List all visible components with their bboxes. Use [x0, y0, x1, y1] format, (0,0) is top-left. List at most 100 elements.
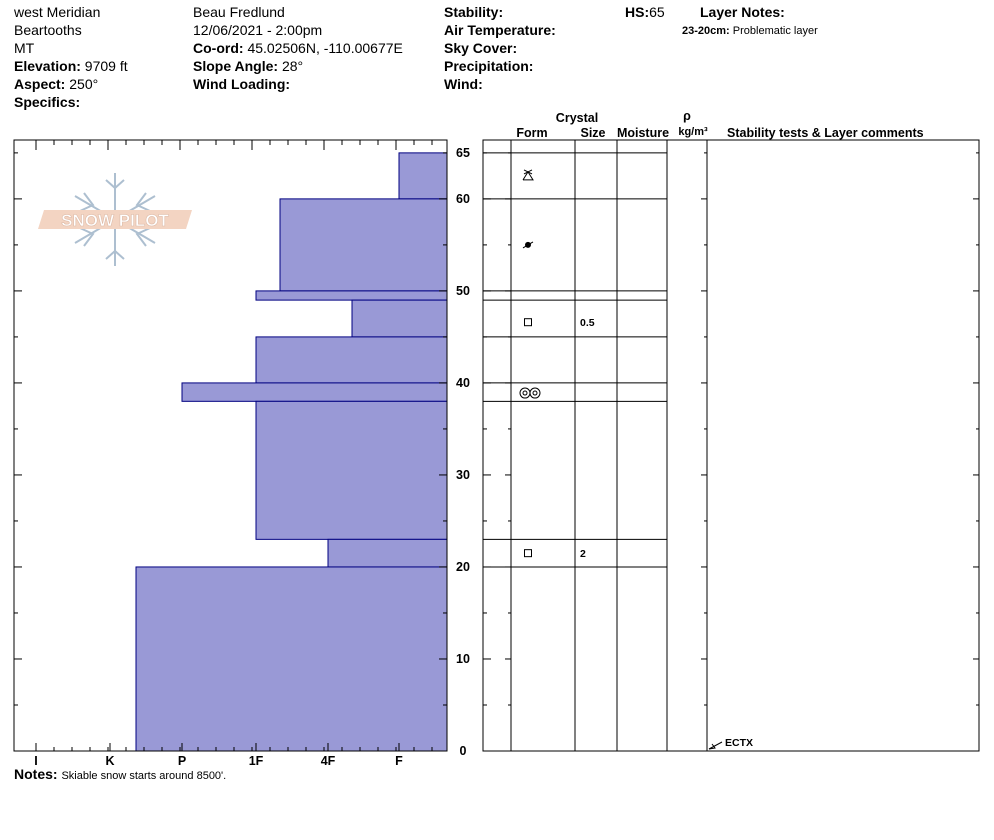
- observer: Beau Fredlund: [193, 4, 285, 20]
- hardness-frame: [13, 139, 448, 752]
- height-tick-label: 65: [456, 146, 470, 160]
- hs-value: 65: [649, 4, 665, 20]
- wind-row: Wind:: [444, 75, 556, 93]
- precip-row: Precipitation:: [444, 57, 556, 75]
- wind-loading-label: Wind Loading:: [193, 76, 291, 92]
- layer-note-range: 23-20cm:: [682, 25, 730, 37]
- crystal-fc-icon: [524, 549, 532, 558]
- datetime: 12/06/2021 - 2:00pm: [193, 22, 323, 38]
- hardness-tick-label: F: [395, 754, 403, 768]
- wind-label: Wind:: [444, 76, 483, 92]
- hardness-bar: [255, 336, 448, 384]
- rho-header: ρ: [683, 109, 691, 123]
- crystal-sh-icon: [522, 169, 534, 181]
- moisture-header: Moisture: [617, 126, 669, 140]
- layer-connectors: [483, 152, 511, 568]
- height-tick-label: 60: [456, 192, 470, 206]
- crystal-size-label: 0.5: [580, 317, 595, 329]
- hardness-tick-label: P: [178, 754, 186, 768]
- header-weather: Stability: Air Temperature: Sky Cover: P…: [444, 3, 556, 93]
- elevation-value: 9709 ft: [84, 58, 128, 74]
- logo-banner: [38, 210, 192, 229]
- crystal-size-label: 2: [580, 548, 586, 560]
- hardness-bar: [181, 382, 448, 402]
- mountain-range: Beartooths: [14, 22, 82, 38]
- hardness-bar: [255, 400, 448, 540]
- height-tick-label: 10: [456, 652, 470, 666]
- hardness-tick-label: 4F: [321, 754, 336, 768]
- hardness-bar: [255, 290, 448, 301]
- crystal-symbols: 0.52: [519, 169, 595, 560]
- sky-label: Sky Cover:: [444, 40, 518, 56]
- state: MT: [14, 40, 35, 56]
- layer-table: [482, 139, 980, 752]
- hardness-bar: [398, 152, 448, 200]
- stability-test-pointer: [708, 741, 723, 750]
- height-ticks: 0 10 20 30 40 50 60 65: [14, 146, 979, 758]
- crystal-header: Crystal: [556, 111, 598, 125]
- hardness-bars: [135, 152, 448, 752]
- hardness-bar: [351, 299, 448, 338]
- stability-tests: ECTX: [708, 737, 753, 750]
- elevation-label: Elevation:: [14, 58, 81, 74]
- hardness-ticks: I K P 1F 4F F: [34, 140, 433, 768]
- table-rows: [511, 152, 667, 568]
- aspect-value: 250°: [69, 76, 99, 92]
- height-tick-label: 50: [456, 284, 470, 298]
- coord-row: Co-ord: 45.02506N, -110.00677E: [193, 39, 403, 57]
- stability-header: Stability tests & Layer comments: [727, 126, 924, 140]
- hardness-bar: [279, 198, 448, 292]
- slope-row: Slope Angle: 28°: [193, 57, 403, 75]
- density-unit-header: kg/m³: [678, 126, 708, 138]
- crystal-mf-icon: [522, 241, 534, 249]
- air-temp-row: Air Temperature:: [444, 21, 556, 39]
- coord-value: 45.02506N, -110.00677E: [247, 40, 403, 56]
- height-tick-label: 20: [456, 560, 470, 574]
- layer-notes-block: Layer Notes:: [700, 3, 785, 21]
- elevation-row: Elevation: 9709 ft: [14, 57, 128, 75]
- aspect-label: Aspect:: [14, 76, 66, 92]
- hardness-bar: [327, 538, 448, 568]
- layer-note-text: Problematic layer: [732, 25, 818, 37]
- layer-note-row: 23-20cm: Problematic layer: [682, 22, 818, 40]
- column-headers: Crystal Form Size Moisture ρ kg/m³ Stabi…: [516, 109, 923, 140]
- logo-text: SNOW PILOT: [61, 211, 169, 230]
- table-frame: [482, 139, 980, 752]
- precip-label: Precipitation:: [444, 58, 534, 74]
- slope-label: Slope Angle:: [193, 58, 279, 74]
- hardness-tick-label: 1F: [249, 754, 264, 768]
- height-tick-label: 40: [456, 376, 470, 390]
- notes-label: Notes:: [14, 766, 58, 782]
- coord-label: Co-ord:: [193, 40, 244, 56]
- air-temp-label: Air Temperature:: [444, 22, 556, 38]
- hs-label: HS:: [625, 4, 650, 20]
- height-tick-label: 0: [460, 744, 467, 758]
- slope-value: 28°: [281, 58, 304, 74]
- notes-text: Skiable snow starts around 8500'.: [61, 770, 227, 782]
- specifics-row: Specifics:: [14, 93, 128, 111]
- snowpilot-logo: SNOW PILOT: [38, 173, 192, 266]
- sky-row: Sky Cover:: [444, 39, 556, 57]
- hs-row: HS:65: [625, 3, 665, 21]
- crystal-fc-icon: [524, 318, 532, 327]
- arrow-head-icon: [708, 743, 716, 750]
- header-middle: Beau Fredlund 12/06/2021 - 2:00pm Co-ord…: [193, 3, 403, 93]
- aspect-row: Aspect: 250°: [14, 75, 128, 93]
- hardness-bar: [135, 566, 448, 752]
- hardness-tick-label: I: [34, 754, 37, 768]
- stability-test-label: ECTX: [725, 737, 753, 749]
- header-left: west Meridian Beartooths MT Elevation: 9…: [14, 3, 128, 111]
- crystal-mfcr-icon: [519, 387, 541, 399]
- wind-loading-row: Wind Loading:: [193, 75, 403, 93]
- specifics-label: Specifics:: [14, 94, 81, 110]
- notes-row: Notes: Skiable snow starts around 8500'.: [14, 766, 226, 782]
- stability-row: Stability:: [444, 3, 556, 21]
- layer-notes-label: Layer Notes:: [700, 4, 785, 20]
- hardness-tick-label: K: [105, 754, 114, 768]
- form-header: Form: [516, 126, 547, 140]
- stability-label: Stability:: [444, 4, 504, 20]
- height-tick-label: 30: [456, 468, 470, 482]
- size-header: Size: [580, 126, 605, 140]
- location: west Meridian: [14, 4, 101, 20]
